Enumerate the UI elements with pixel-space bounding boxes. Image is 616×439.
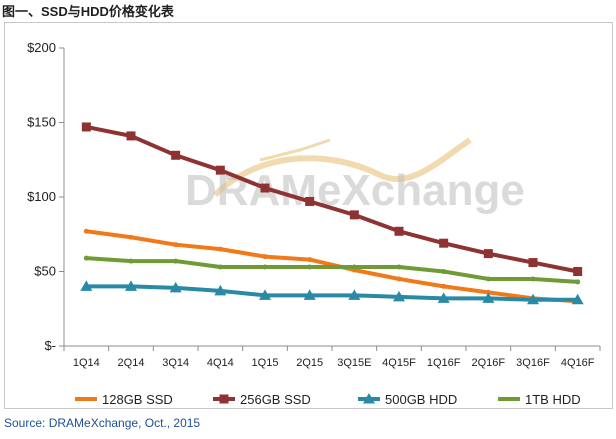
legend: 128GB SSD 256GB SSD 500GB HDD 1TB HDD	[75, 392, 581, 407]
watermark-logo: DRAMeXchange	[185, 137, 525, 215]
data-point-1tb-hdd	[485, 276, 491, 282]
data-point-256gb-ssd	[394, 226, 404, 236]
data-point-256gb-ssd	[305, 196, 315, 206]
data-point-128gb-ssd	[441, 283, 447, 289]
data-point-500gb-hdd	[482, 292, 495, 303]
watermark-swoosh-accent	[259, 138, 331, 162]
data-point-256gb-ssd	[81, 122, 91, 132]
data-point-128gb-ssd	[396, 276, 402, 282]
data-point-256gb-ssd	[528, 258, 538, 268]
data-point-1tb-hdd	[83, 255, 89, 261]
chart-frame	[4, 22, 613, 409]
x-tick-label: 1Q16F	[427, 357, 461, 369]
data-point-500gb-hdd	[437, 292, 450, 303]
x-tick-label: 4Q15F	[382, 357, 416, 369]
data-point-500gb-hdd	[571, 293, 584, 305]
x-tick-label: 3Q14	[162, 357, 189, 369]
data-point-500gb-hdd	[348, 289, 361, 300]
y-tick-label: $-	[44, 338, 56, 353]
data-point-128gb-ssd	[217, 246, 223, 252]
page-title: 图一、SSD与HDD价格变化表	[2, 4, 174, 19]
data-point-1tb-hdd	[530, 276, 536, 282]
y-tick-label: $50	[34, 264, 56, 279]
y-tick-label: $150	[27, 115, 56, 130]
data-point-500gb-hdd	[303, 289, 316, 300]
data-point-1tb-hdd	[217, 264, 223, 270]
x-tick-label: 2Q14	[118, 357, 145, 369]
data-point-128gb-ssd	[262, 254, 268, 260]
x-tick-label: 4Q16F	[561, 357, 595, 369]
data-point-256gb-ssd	[260, 183, 270, 193]
x-tick-label: 2Q15	[296, 357, 323, 369]
legend-label-500gb-hdd: 500GB HDD	[385, 392, 457, 407]
legend-label-1tb-hdd: 1TB HDD	[525, 392, 581, 407]
source-note: Source: DRAMeXchange, Oct., 2015	[4, 416, 201, 430]
x-tick-label: 1Q14	[73, 357, 100, 369]
data-point-500gb-hdd	[527, 293, 539, 305]
y-tick-label: $200	[27, 40, 56, 55]
series-line-256gb-ssd	[84, 124, 580, 274]
x-tick-label: 1Q15	[252, 357, 279, 369]
series-line-500gb-hdd	[84, 284, 580, 302]
watermark-swoosh	[212, 137, 472, 198]
data-point-500gb-hdd	[169, 281, 182, 293]
data-point-500gb-hdd	[80, 280, 93, 291]
data-point-1tb-hdd	[307, 264, 313, 270]
data-point-256gb-ssd	[573, 267, 583, 276]
data-point-500gb-hdd	[393, 290, 405, 302]
legend-marker-256gb-ssd	[219, 394, 229, 404]
data-point-500gb-hdd	[259, 289, 271, 300]
data-point-1tb-hdd	[441, 269, 447, 274]
data-point-1tb-hdd	[262, 264, 268, 270]
series-line-128gb-ssd	[84, 229, 580, 304]
data-point-1tb-hdd	[351, 264, 357, 270]
x-tick-label: 2Q16F	[472, 357, 506, 369]
data-point-256gb-ssd	[171, 150, 181, 160]
data-point-256gb-ssd	[215, 165, 225, 175]
data-point-1tb-hdd	[396, 264, 402, 270]
data-point-500gb-hdd	[125, 280, 137, 291]
data-point-128gb-ssd	[128, 234, 134, 240]
data-point-1tb-hdd	[173, 258, 179, 264]
data-point-1tb-hdd	[575, 279, 581, 285]
data-point-1tb-hdd	[128, 258, 134, 264]
data-point-256gb-ssd	[483, 249, 493, 259]
x-tick-label: 3Q16F	[516, 357, 550, 369]
series-line-1tb-hdd	[84, 256, 580, 284]
data-point-256gb-ssd	[439, 238, 449, 248]
watermark-text: DRAMeXchange	[185, 166, 525, 215]
series-layer	[80, 122, 584, 305]
data-point-256gb-ssd	[349, 210, 359, 220]
data-point-128gb-ssd	[173, 242, 179, 248]
axes: $- $50 $100 $150 $200 1Q14 2Q14 3Q14 4Q14 1Q15 2Q1…	[27, 40, 601, 369]
data-point-128gb-ssd	[307, 257, 313, 263]
data-point-500gb-hdd	[214, 284, 227, 296]
x-tick-label: 3Q15E	[337, 357, 371, 369]
legend-label-128gb-ssd: 128GB SSD	[102, 392, 173, 407]
legend-label-256gb-ssd: 256GB SSD	[240, 392, 311, 407]
data-point-128gb-ssd	[83, 228, 89, 234]
legend-marker-500gb-hdd	[363, 393, 375, 404]
x-tick-label: 4Q14	[207, 357, 234, 369]
data-point-256gb-ssd	[126, 131, 136, 141]
y-tick-label: $100	[27, 189, 56, 204]
